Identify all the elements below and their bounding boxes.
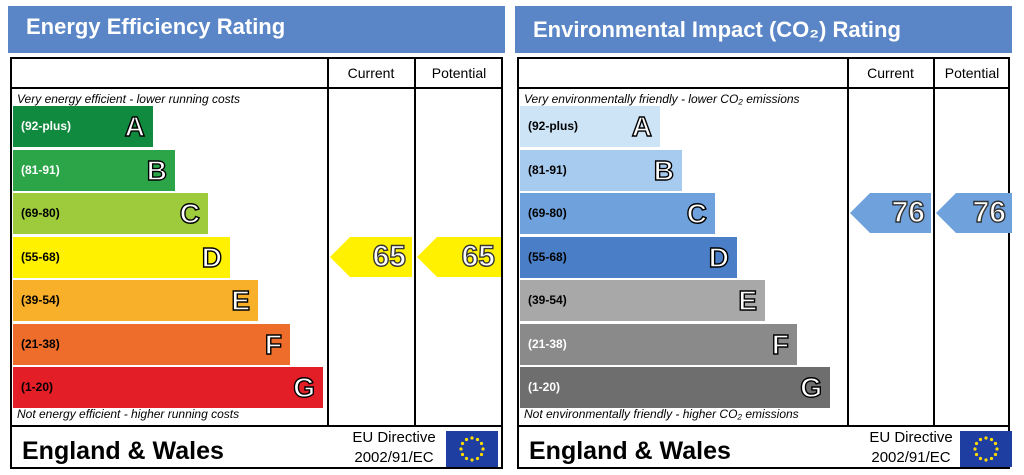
- band-letter: D: [201, 241, 223, 273]
- top-note: Very environmentally friendly - lower CO…: [524, 92, 800, 106]
- current-rating-arrow: 65: [330, 236, 412, 277]
- top-note: Very energy efficient - lower running co…: [17, 92, 240, 106]
- band-letter: E: [738, 284, 758, 316]
- band-range-label: (55-68): [528, 249, 567, 264]
- band-range-label: (81-91): [21, 162, 60, 177]
- eu-flag-icon: [446, 431, 498, 467]
- header-divider: [12, 87, 501, 89]
- footer-region: England & Wales: [22, 437, 224, 465]
- env-title: Environmental Impact (CO₂) Rating: [533, 17, 901, 42]
- band-range-label: (21-38): [528, 336, 567, 351]
- band-letter: C: [686, 197, 708, 229]
- footer-divider: [12, 425, 501, 427]
- band-range-label: (81-91): [528, 162, 567, 177]
- band-a: (92-plus) A: [520, 106, 660, 147]
- band-f: (21-38) F: [13, 323, 290, 365]
- band-letter: F: [771, 328, 790, 360]
- band-letter: A: [631, 110, 653, 142]
- energy-efficiency-panel: Energy Efficiency Rating Current Potenti…: [8, 6, 513, 471]
- band-range-label: (92-plus): [528, 119, 579, 133]
- current-rating-value: 76: [891, 195, 926, 229]
- current-column-header: Current: [867, 65, 914, 81]
- band-letter: E: [231, 284, 251, 316]
- potential-rating-arrow: 76: [936, 193, 1012, 233]
- bottom-note: Not energy efficient - higher running co…: [17, 407, 240, 421]
- band-range-label: (69-80): [21, 206, 60, 220]
- energy-title-bar: Energy Efficiency Rating: [8, 6, 505, 53]
- band-c: (69-80) C: [520, 193, 715, 234]
- col-divider: [327, 59, 329, 425]
- band-b: (81-91) B: [13, 149, 175, 191]
- band-g: (1-20) G: [13, 367, 323, 408]
- eu-flag-icon: [960, 431, 1012, 467]
- eu-directive-line2: 2002/91/EC: [871, 449, 951, 466]
- col-divider: [847, 59, 849, 425]
- band-range-label: (1-20): [528, 380, 561, 394]
- footer-divider: [519, 425, 1008, 427]
- band-letter: A: [124, 110, 146, 142]
- band-letter: G: [800, 371, 823, 403]
- band-range-label: (69-80): [528, 206, 567, 220]
- band-g: (1-20) G: [520, 367, 830, 408]
- potential-rating-value: 65: [461, 239, 496, 273]
- env-title-bar: Environmental Impact (CO₂) Rating: [515, 6, 1012, 53]
- eu-directive-line1: EU Directive: [869, 429, 953, 446]
- band-letter: D: [708, 241, 730, 273]
- env-chart-box: Current Potential Very environmentally f…: [517, 57, 1012, 469]
- band-letter: C: [179, 197, 201, 229]
- current-column-header: Current: [347, 65, 395, 81]
- eu-directive-line2: 2002/91/EC: [354, 449, 434, 466]
- band-letter: G: [293, 371, 316, 403]
- band-letter: B: [653, 154, 675, 186]
- energy-chart-box: Current Potential Very energy efficient …: [10, 57, 503, 469]
- eu-directive-line1: EU Directive: [352, 429, 436, 446]
- footer-region: England & Wales: [529, 437, 731, 465]
- environmental-impact-panel: Environmental Impact (CO₂) Rating Curren…: [515, 6, 1020, 471]
- potential-column-header: Potential: [944, 65, 1000, 81]
- band-e: (39-54) E: [13, 280, 258, 321]
- band-a: (92-plus) A: [13, 106, 153, 147]
- band-b: (81-91) B: [520, 149, 682, 191]
- band-range-label: (39-54): [528, 293, 567, 307]
- potential-column-header: Potential: [431, 65, 487, 81]
- potential-rating-arrow: 65: [417, 236, 501, 277]
- band-range-label: (21-38): [21, 336, 60, 351]
- header-divider: [519, 87, 1008, 89]
- band-letter: F: [264, 328, 283, 360]
- current-rating-arrow: 76: [850, 193, 931, 233]
- band-c: (69-80) C: [13, 193, 208, 234]
- bottom-note: Not environmentally friendly - higher CO…: [524, 407, 799, 421]
- col-divider: [414, 59, 416, 425]
- col-divider: [933, 59, 935, 425]
- band-d: (55-68) D: [520, 236, 737, 278]
- band-range-label: (1-20): [21, 380, 54, 394]
- potential-rating-value: 76: [972, 195, 1007, 229]
- band-d: (55-68) D: [13, 236, 230, 278]
- eu-directive-text: EU Directive 2002/91/EC: [344, 428, 444, 468]
- energy-title: Energy Efficiency Rating: [26, 14, 286, 39]
- eu-directive-text: EU Directive 2002/91/EC: [861, 428, 961, 468]
- band-range-label: (55-68): [21, 249, 60, 264]
- current-rating-value: 65: [372, 239, 407, 273]
- band-letter: B: [146, 154, 168, 186]
- band-range-label: (92-plus): [21, 119, 72, 133]
- band-e: (39-54) E: [520, 280, 765, 321]
- band-range-label: (39-54): [21, 293, 60, 307]
- band-f: (21-38) F: [520, 323, 797, 365]
